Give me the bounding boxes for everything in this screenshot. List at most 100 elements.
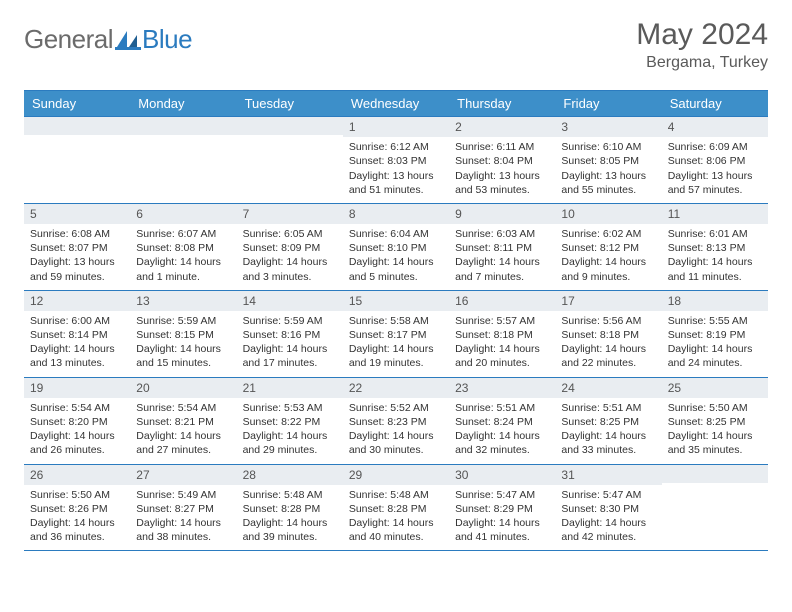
day-detail-line: Sunset: 8:09 PM (243, 241, 337, 255)
day-number: 19 (24, 378, 130, 398)
day-detail-line: Daylight: 14 hours and 11 minutes. (668, 255, 762, 283)
day-detail-line: Daylight: 14 hours and 41 minutes. (455, 516, 549, 544)
day-detail-line: Sunset: 8:15 PM (136, 328, 230, 342)
calendar-day: 16Sunrise: 5:57 AMSunset: 8:18 PMDayligh… (449, 291, 555, 377)
weekday-header: Wednesday (343, 91, 449, 116)
day-detail-line: Sunrise: 5:54 AM (136, 401, 230, 415)
day-number: 9 (449, 204, 555, 224)
day-detail-line: Sunset: 8:05 PM (561, 154, 655, 168)
day-detail-line: Sunset: 8:17 PM (349, 328, 443, 342)
calendar-day: 21Sunrise: 5:53 AMSunset: 8:22 PMDayligh… (237, 378, 343, 464)
day-detail-line: Sunset: 8:21 PM (136, 415, 230, 429)
calendar-day: 8Sunrise: 6:04 AMSunset: 8:10 PMDaylight… (343, 204, 449, 290)
calendar-week: 26Sunrise: 5:50 AMSunset: 8:26 PMDayligh… (24, 464, 768, 551)
day-detail-line: Daylight: 14 hours and 33 minutes. (561, 429, 655, 457)
day-detail-line: Sunset: 8:10 PM (349, 241, 443, 255)
day-detail-line: Sunrise: 5:52 AM (349, 401, 443, 415)
day-number (24, 117, 130, 135)
day-detail-line: Daylight: 14 hours and 9 minutes. (561, 255, 655, 283)
day-detail-line: Daylight: 14 hours and 40 minutes. (349, 516, 443, 544)
day-number (662, 465, 768, 483)
day-detail-line: Sunset: 8:28 PM (349, 502, 443, 516)
day-number: 26 (24, 465, 130, 485)
day-detail-line: Daylight: 14 hours and 39 minutes. (243, 516, 337, 544)
day-detail-line: Sunrise: 5:59 AM (243, 314, 337, 328)
calendar-day: 15 Sunrise: 5:58 AMSunset: 8:17 PMDayligh… (343, 291, 449, 377)
day-detail-line: Sunrise: 6:07 AM (136, 227, 230, 241)
day-detail-line: Daylight: 14 hours and 19 minutes. (349, 342, 443, 370)
day-number: 7 (237, 204, 343, 224)
day-detail-line: Sunrise: 6:02 AM (561, 227, 655, 241)
day-detail-line: Daylight: 13 hours and 55 minutes. (561, 169, 655, 197)
day-detail-line: Sunset: 8:03 PM (349, 154, 443, 168)
brand-sail-icon (115, 29, 141, 51)
day-detail-line: Daylight: 14 hours and 7 minutes. (455, 255, 549, 283)
day-number: 12 (24, 291, 130, 311)
day-detail-line: Daylight: 14 hours and 17 minutes. (243, 342, 337, 370)
day-detail-line: Sunset: 8:18 PM (561, 328, 655, 342)
day-detail-line: Sunrise: 6:04 AM (349, 227, 443, 241)
calendar-day: 24Sunrise: 5:51 AMSunset: 8:25 PMDayligh… (555, 378, 661, 464)
header: General Blue May 2024 Bergama, Turkey (24, 18, 768, 72)
calendar: Sunday Monday Tuesday Wednesday Thursday… (24, 90, 768, 551)
day-detail-line: Sunset: 8:06 PM (668, 154, 762, 168)
day-detail-line: Sunrise: 5:50 AM (30, 488, 124, 502)
calendar-day: 19 Sunrise: 5:54 AMSunset: 8:20 PMDayligh… (24, 378, 130, 464)
day-detail-line: Sunset: 8:12 PM (561, 241, 655, 255)
day-number: 1 (343, 117, 449, 137)
day-detail-line: Sunrise: 5:51 AM (561, 401, 655, 415)
calendar-day: 29Sunrise: 5:48 AMSunset: 8:28 PMDayligh… (343, 465, 449, 551)
day-detail-line: Sunrise: 5:57 AM (455, 314, 549, 328)
day-number: 2 (449, 117, 555, 137)
day-detail-line: Sunset: 8:08 PM (136, 241, 230, 255)
day-number: 4 (662, 117, 768, 137)
day-detail-line: Sunset: 8:19 PM (668, 328, 762, 342)
calendar-day (662, 465, 768, 551)
day-number: 15 (343, 291, 449, 311)
day-number (130, 117, 236, 135)
weekday-header: Thursday (449, 91, 555, 116)
day-detail-line: Daylight: 13 hours and 53 minutes. (455, 169, 549, 197)
day-detail-line: Daylight: 14 hours and 30 minutes. (349, 429, 443, 457)
day-detail-line: Daylight: 13 hours and 59 minutes. (30, 255, 124, 283)
day-detail-line: Sunrise: 5:55 AM (668, 314, 762, 328)
day-detail-line: Sunrise: 5:51 AM (455, 401, 549, 415)
calendar-day: 31Sunrise: 5:47 AMSunset: 8:30 PMDayligh… (555, 465, 661, 551)
day-detail-line: Sunrise: 5:48 AM (349, 488, 443, 502)
day-detail-line: Sunrise: 5:54 AM (30, 401, 124, 415)
calendar-day: 9Sunrise: 6:03 AMSunset: 8:11 PMDaylight… (449, 204, 555, 290)
day-detail-line: Daylight: 14 hours and 36 minutes. (30, 516, 124, 544)
day-detail-line: Sunrise: 6:08 AM (30, 227, 124, 241)
calendar-day: 2Sunrise: 6:11 AMSunset: 8:04 PMDaylight… (449, 117, 555, 203)
day-detail-line: Daylight: 14 hours and 20 minutes. (455, 342, 549, 370)
day-detail-line: Sunrise: 6:03 AM (455, 227, 549, 241)
day-detail-line: Sunset: 8:24 PM (455, 415, 549, 429)
weekday-header: Saturday (662, 91, 768, 116)
calendar-day: 22Sunrise: 5:52 AMSunset: 8:23 PMDayligh… (343, 378, 449, 464)
weekday-header: Monday (130, 91, 236, 116)
day-number: 17 (555, 291, 661, 311)
day-detail-line: Sunset: 8:20 PM (30, 415, 124, 429)
day-number: 21 (237, 378, 343, 398)
calendar-day: 27Sunrise: 5:49 AMSunset: 8:27 PMDayligh… (130, 465, 236, 551)
day-number: 8 (343, 204, 449, 224)
day-detail-line: Daylight: 14 hours and 13 minutes. (30, 342, 124, 370)
day-detail-line: Sunset: 8:22 PM (243, 415, 337, 429)
calendar-day: 28Sunrise: 5:48 AMSunset: 8:28 PMDayligh… (237, 465, 343, 551)
calendar-day (237, 117, 343, 203)
day-number: 18 (662, 291, 768, 311)
day-detail-line: Sunrise: 5:58 AM (349, 314, 443, 328)
day-detail-line: Sunrise: 5:56 AM (561, 314, 655, 328)
day-number: 30 (449, 465, 555, 485)
calendar-day: 20Sunrise: 5:54 AMSunset: 8:21 PMDayligh… (130, 378, 236, 464)
day-detail-line: Sunset: 8:23 PM (349, 415, 443, 429)
calendar-header-row: Sunday Monday Tuesday Wednesday Thursday… (24, 91, 768, 116)
day-detail-line: Daylight: 14 hours and 22 minutes. (561, 342, 655, 370)
day-detail-line: Sunset: 8:28 PM (243, 502, 337, 516)
calendar-day: 4Sunrise: 6:09 AMSunset: 8:06 PMDaylight… (662, 117, 768, 203)
day-detail-line: Sunrise: 5:47 AM (561, 488, 655, 502)
calendar-day: 14Sunrise: 5:59 AMSunset: 8:16 PMDayligh… (237, 291, 343, 377)
calendar-day: 17 Sunrise: 5:56 AMSunset: 8:18 PMDayligh… (555, 291, 661, 377)
day-detail-line: Daylight: 14 hours and 26 minutes. (30, 429, 124, 457)
calendar-day: 12Sunrise: 6:00 AMSunset: 8:14 PMDayligh… (24, 291, 130, 377)
